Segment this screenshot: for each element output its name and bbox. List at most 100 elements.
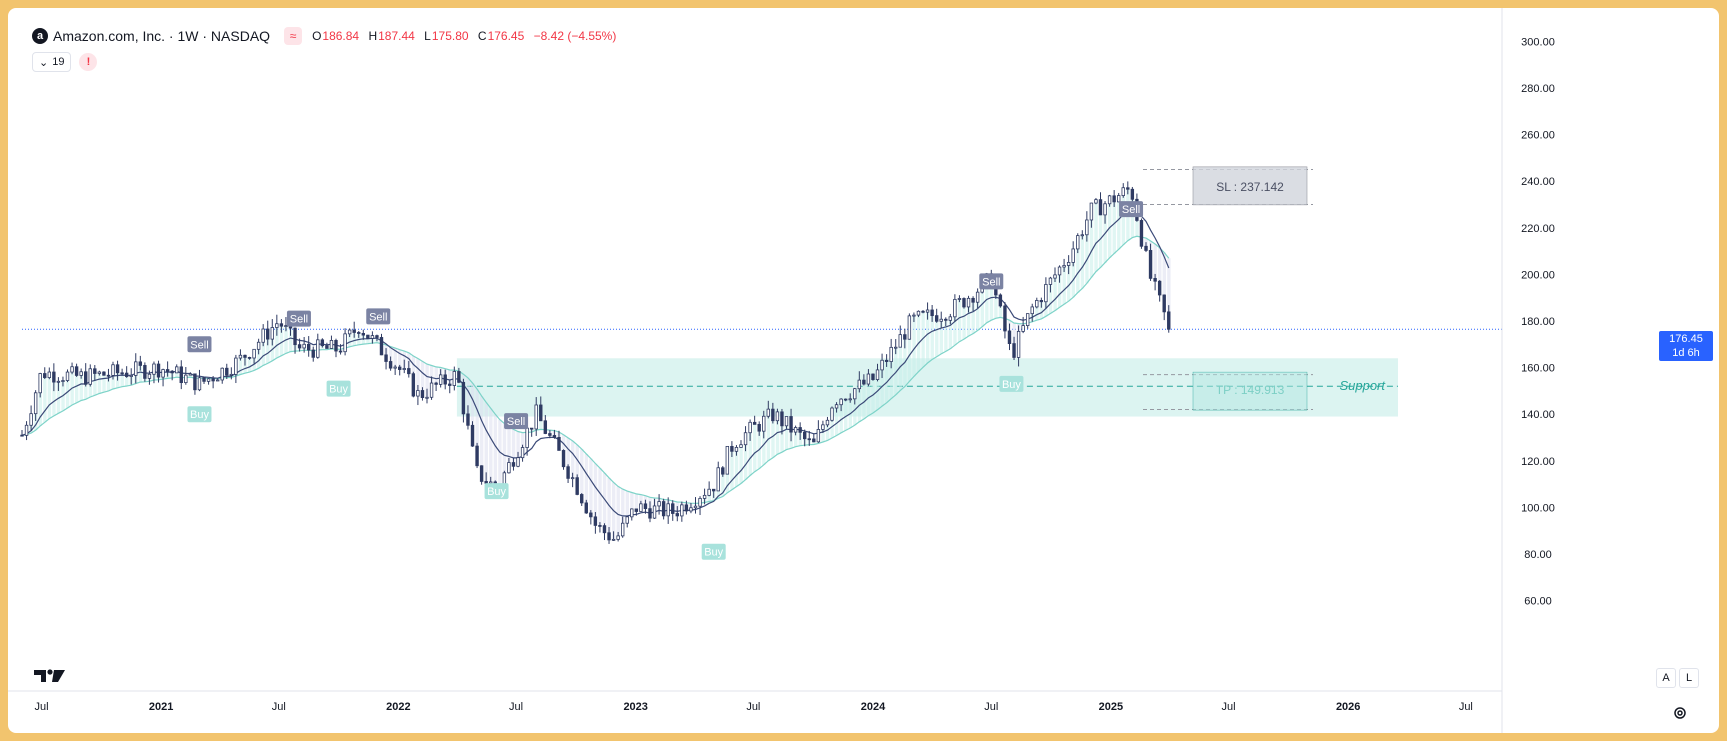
candle-body (930, 309, 934, 317)
candle-body (666, 503, 670, 517)
candle-body (966, 297, 971, 308)
settings-gear-icon[interactable] (1672, 705, 1688, 721)
candle-body (1094, 199, 1098, 204)
chevron-down-icon: ⌄ (39, 56, 49, 69)
candle-body (266, 328, 270, 340)
candle-body (1021, 325, 1025, 332)
candle-body (247, 356, 252, 359)
sell-signal-text: Sell (369, 311, 387, 323)
candle-body (479, 465, 484, 482)
candle-body (1012, 343, 1016, 358)
sell-signal-text: Sell (982, 276, 1000, 288)
candle-body (297, 344, 302, 349)
candle-body (134, 361, 138, 376)
trend-fill-bar (247, 357, 252, 373)
candle-body (944, 318, 948, 321)
support-label: Support (1339, 378, 1386, 393)
candle-body (962, 298, 966, 308)
candle-body (284, 325, 288, 327)
trend-fill-bar (976, 292, 980, 331)
trend-fill-bar (366, 338, 370, 344)
candle-body (684, 504, 689, 512)
trend-fill-bar (502, 423, 507, 473)
time-tick-label: Jul (746, 701, 760, 713)
candle-body (1007, 330, 1012, 344)
log-scale-button[interactable]: L (1679, 668, 1699, 688)
candle-body (366, 334, 370, 339)
trend-fill-bar (470, 382, 475, 447)
candle-body (939, 318, 943, 322)
candle-body (661, 501, 666, 517)
candle-body (734, 447, 739, 452)
candle-body (343, 333, 347, 353)
candle-body (215, 379, 220, 382)
take-profit-box (1192, 371, 1308, 411)
candle-body (434, 382, 438, 385)
buy-signal-text: Buy (487, 486, 506, 498)
trend-fill-bar (853, 388, 857, 426)
price-tick-label: 140.00 (1521, 409, 1555, 421)
candle-body (689, 507, 693, 512)
candle-body (270, 327, 274, 340)
time-tick-label: 2025 (1099, 701, 1123, 713)
candle-body (998, 294, 1003, 307)
price-chart[interactable]: Support Sell Sell Sell Sell Sell Sell Buy Buy Bu… (8, 8, 1719, 733)
trend-fill-bar (393, 348, 397, 368)
price-tick-label: 120.00 (1521, 456, 1555, 468)
open-value: 186.84 (322, 29, 360, 43)
candle-body (1103, 203, 1107, 216)
time-tick-label: 2023 (623, 701, 647, 713)
candle-body (620, 522, 625, 537)
trend-fill-bar (1071, 248, 1075, 298)
trend-fill-bar (989, 287, 994, 321)
approx-icon[interactable]: ≈ (284, 27, 303, 45)
trend-fill-bar (571, 440, 575, 478)
candle-body (975, 291, 980, 303)
trend-fill-bar (780, 425, 784, 453)
trend-fill-bar (484, 402, 488, 484)
trend-fill-bar (880, 360, 884, 407)
warning-icon[interactable]: ! (79, 53, 98, 71)
candle-body (334, 339, 338, 352)
candle-body (65, 371, 70, 381)
candle-body (302, 343, 306, 349)
candle-body (566, 466, 570, 479)
candle-body (1030, 306, 1034, 315)
candle-body (707, 488, 711, 496)
indicators-collapse-button[interactable]: ⌄ 19 (32, 52, 72, 72)
symbol-title[interactable]: Amazon.com, Inc. · 1W · NASDAQ (53, 28, 271, 44)
candle-body (934, 315, 939, 322)
trend-fill-bar (907, 315, 912, 382)
candle-body (570, 477, 575, 480)
trend-fill-bar (320, 345, 325, 350)
candle-body (634, 508, 639, 512)
candle-body (138, 361, 143, 366)
candle-body (320, 339, 325, 347)
candle-body (853, 388, 857, 400)
time-tick-label: 2026 (1336, 701, 1360, 713)
price-tick-label: 200.00 (1521, 269, 1555, 281)
candle-body (671, 503, 675, 514)
time-tick-label: 2021 (149, 701, 173, 713)
trend-fill-bar (65, 372, 70, 409)
price-tick-label: 160.00 (1521, 363, 1555, 375)
candle-body (580, 494, 584, 504)
trend-fill-bar (639, 494, 643, 504)
auto-scale-button[interactable]: A (1656, 668, 1676, 688)
candle-body (971, 297, 975, 303)
trend-fill-bar (43, 377, 47, 423)
trend-fill-bar (489, 408, 493, 482)
candle-body (43, 373, 47, 378)
candle-body (484, 481, 488, 484)
candle-body (862, 379, 866, 385)
candle-body (698, 498, 702, 507)
candle-body (766, 408, 771, 417)
candle-body (206, 378, 211, 382)
take-profit-label: TP : 149.913 (1216, 383, 1285, 397)
trend-fill-bar (416, 358, 420, 391)
trend-fill-bar (70, 366, 74, 405)
trend-fill-bar (784, 416, 789, 450)
candle-body (1126, 187, 1130, 190)
time-tick-label: Jul (984, 701, 998, 713)
candle-body (438, 374, 443, 385)
